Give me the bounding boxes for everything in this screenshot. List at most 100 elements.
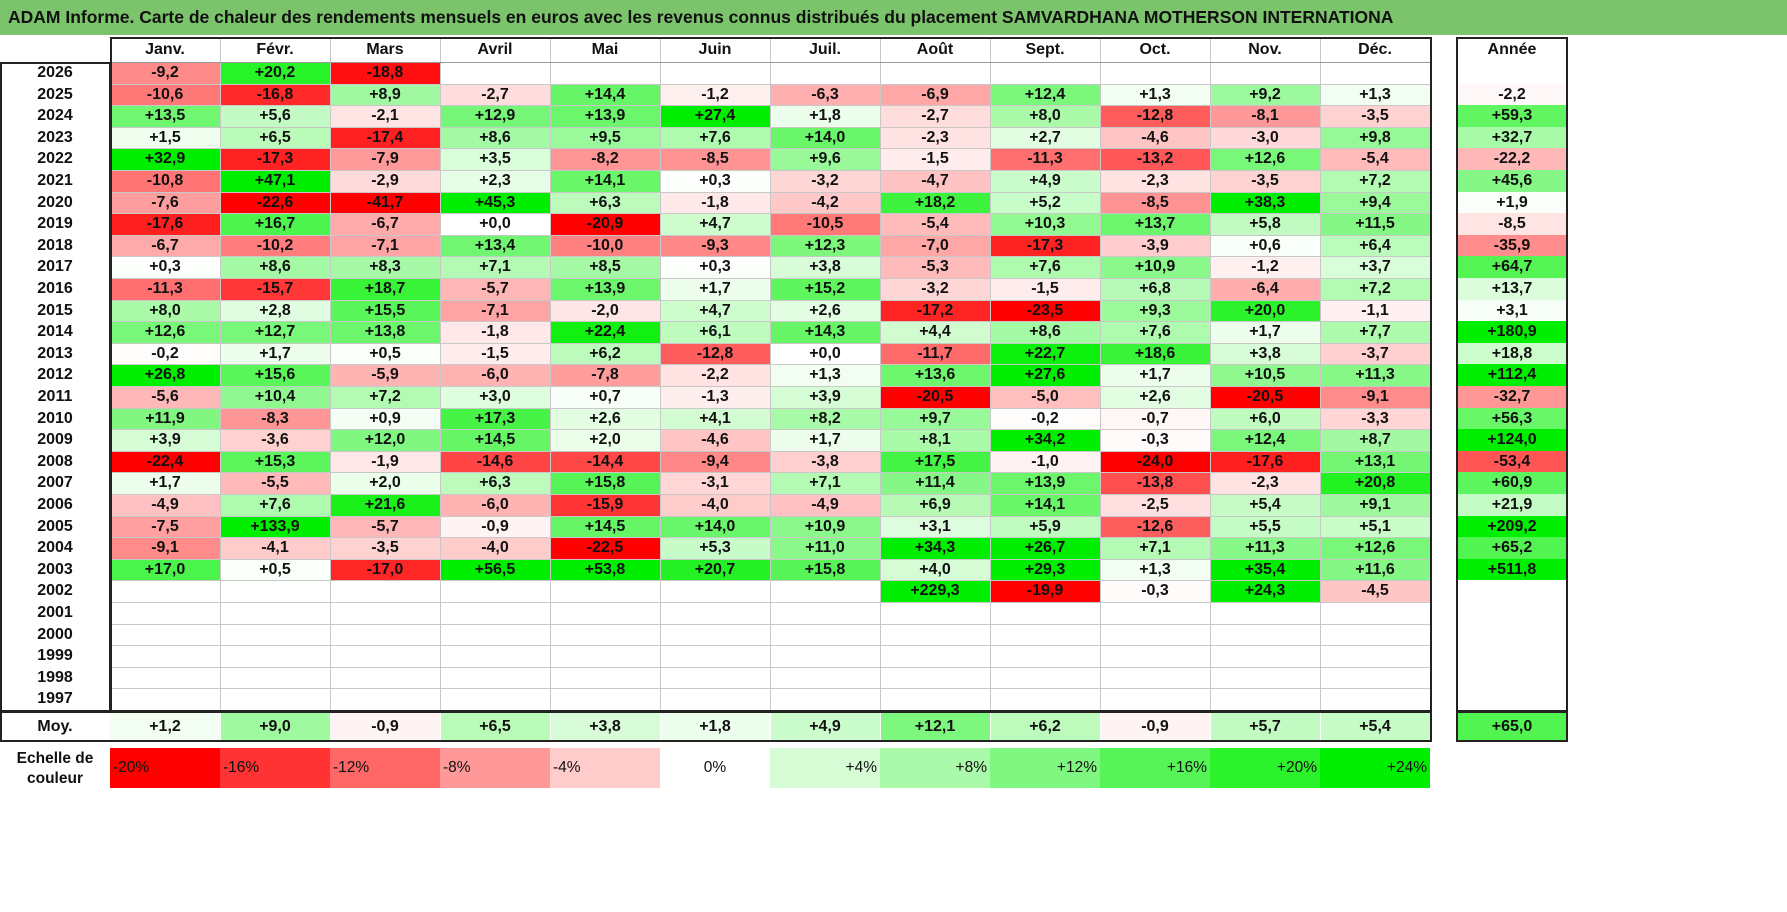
average-separator [990,713,991,740]
column-gridline [990,37,991,710]
heat-cell: +2,7 [990,126,1100,149]
heat-cell: +7,2 [1320,278,1430,300]
annual-cell [1457,602,1567,624]
year-label: 2022 [37,150,73,168]
heat-cell: -9,4 [660,450,770,473]
heat-cell [440,645,550,667]
average-cell: +6,2 [990,713,1100,740]
heat-cell: +6,3 [550,191,660,214]
year-label: 1997 [37,690,73,708]
heat-cell: -11,7 [880,342,990,365]
heat-cell: -8,5 [660,148,770,170]
average-cell: +5,7 [1210,713,1320,740]
heat-cell: -2,9 [330,170,440,192]
color-scale-label-line1: Echelle de [16,750,94,767]
month-header: Avril [477,41,513,58]
heat-cell: +13,7 [1100,213,1210,235]
color-scale-step: +12% [990,748,1100,788]
row-gridline [110,710,1430,711]
average-cell: +3,8 [550,713,660,740]
heat-cell: +26,7 [990,537,1100,559]
heat-cell: +3,7 [1320,256,1430,278]
heat-cell [440,623,550,646]
heat-cell: +7,6 [660,126,770,149]
heat-cell: +2,0 [550,429,660,451]
heat-cell [1100,688,1210,710]
heat-cell: -14,6 [440,450,550,473]
annual-cell: -35,9 [1457,234,1567,257]
year-label: 2000 [37,625,73,643]
year-label: 1999 [37,647,73,665]
heat-cell: -3,6 [220,429,330,451]
heat-cell: +15,5 [330,299,440,322]
month-header: Mai [591,41,619,58]
heat-cell: -2,7 [880,105,990,127]
annual-cell: +209,2 [1457,515,1567,538]
heat-cell: +4,1 [660,407,770,430]
heat-cell [1320,666,1430,689]
heat-cell: -0,9 [440,515,550,538]
column-gridline [1320,37,1321,710]
year-label: 2009 [37,431,73,449]
average-label: Moy. [37,718,73,735]
column-gridline [880,37,881,710]
annual-cell [1457,666,1567,689]
heat-cell: +5,3 [660,537,770,559]
month-header: Déc. [1358,41,1392,58]
year-label: 2017 [37,258,73,276]
heat-cell: +12,7 [220,321,330,343]
heat-cell: +11,5 [1320,213,1430,235]
heat-cell: -8,2 [550,148,660,170]
heat-cell: +7,1 [770,472,880,494]
color-scale-step: 0% [660,748,770,788]
heat-cell: -4,5 [1320,580,1430,602]
color-scale-step: -16% [220,748,330,788]
heat-cell [330,580,440,602]
heat-cell: +10,5 [1210,364,1320,386]
heat-cell: +12,4 [1210,429,1320,451]
heat-cell: -12,6 [1100,515,1210,538]
color-scale-step: -8% [440,748,550,788]
heat-cell: +0,6 [1210,234,1320,257]
heat-cell: +8,7 [1320,429,1430,451]
heat-cell [660,666,770,689]
heat-cell [550,602,660,624]
heat-cell: -1,8 [440,321,550,343]
heat-cell: +34,3 [880,537,990,559]
heat-cell: -8,3 [220,407,330,430]
heat-cell: +0,0 [440,213,550,235]
heat-cell: -11,3 [990,148,1100,170]
heat-cell: +1,3 [1100,83,1210,106]
heat-cell: -7,9 [330,148,440,170]
heat-cell: +12,3 [770,234,880,257]
heat-cell: +20,0 [1210,299,1320,322]
heat-cell [660,623,770,646]
heat-cell: +12,9 [440,105,550,127]
heat-cell: -0,2 [990,407,1100,430]
heat-cell: +27,4 [660,105,770,127]
heat-cell: +18,2 [880,191,990,214]
annual-cell [1457,62,1567,84]
heat-cell: +13,5 [110,105,220,127]
heat-cell [1320,645,1430,667]
heat-cell [550,623,660,646]
heat-cell [220,623,330,646]
heat-cell [1100,623,1210,646]
heat-cell [770,580,880,602]
annual-cell: +60,9 [1457,472,1567,494]
heat-cell [880,688,990,710]
average-separator [660,713,661,740]
heat-cell: -6,9 [880,83,990,106]
heat-cell: -6,7 [330,213,440,235]
annual-cell: +59,3 [1457,105,1567,127]
heat-cell: -9,1 [1320,386,1430,408]
heat-cell: +6,4 [1320,234,1430,257]
year-label: 2008 [37,452,73,470]
heat-cell: +26,8 [110,364,220,386]
heat-cell: -20,9 [550,213,660,235]
heat-cell [440,580,550,602]
average-separator [1210,713,1211,740]
heat-cell: +6,2 [550,342,660,365]
heat-cell [110,623,220,646]
average-cell: -0,9 [330,713,440,740]
